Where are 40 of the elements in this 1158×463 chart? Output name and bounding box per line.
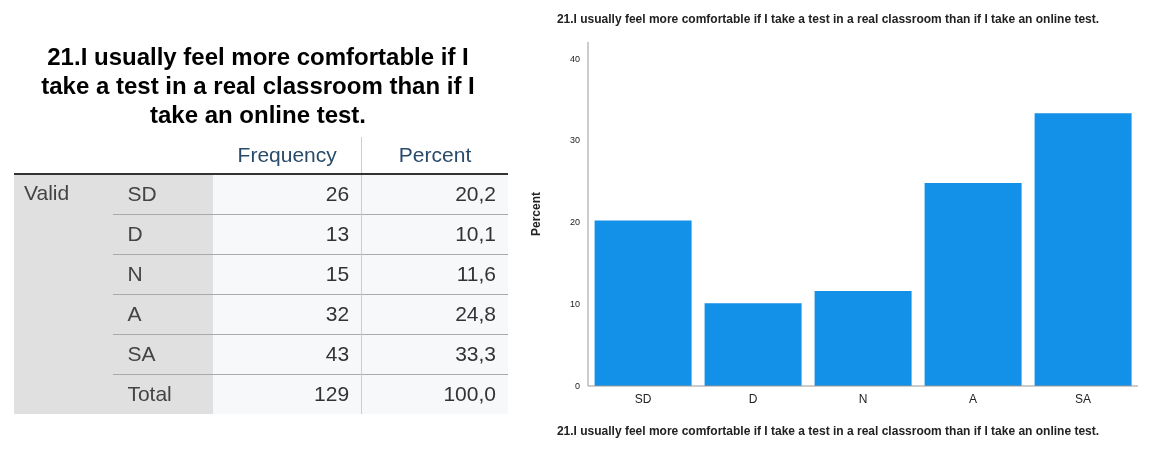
series-label: Frequency [236,142,338,168]
data-label: 13 [213,214,362,254]
data-label: 32 [213,294,362,334]
bar [594,220,692,386]
data-label: 129 [213,374,362,414]
category-label: SA [113,334,214,374]
x-axis-title: 21.I usually feel more comfortable if I take a test in a real classroom than if I take an online test. [555,424,1101,438]
category-label: D [113,214,214,254]
data-label: 24,8 [361,294,508,334]
x-tick-label: D [748,391,758,406]
data-label: 15 [213,254,362,294]
x-tick-label: N [858,391,868,406]
bar [814,290,912,386]
x-tick-label: SA [1074,391,1092,406]
category-label: Total [113,374,214,414]
bar [1034,113,1132,386]
x-tick-label: SD [634,391,652,406]
data-label: 100,0 [361,374,508,414]
category-label: A [113,294,214,334]
data-label: 20,2 [361,174,508,214]
y-tick-label: 20 [569,217,580,228]
y-axis-title: Percent [529,191,544,237]
bar [924,182,1022,386]
x-tick-label: A [968,391,978,406]
y-tick-label: 40 [569,53,580,64]
chart-title: 21.I usually feel more comfortable if I take a test in a real classroom than if I take an online test. [555,11,1101,28]
data-label: 10,1 [361,214,508,254]
y-tick-label: 30 [569,135,580,146]
text: 21.I usually feel more comfortable if I take a test in a real classroom than if I take an online test. [40,42,476,130]
series-label: Percent [361,137,508,174]
data-label: 33,3 [361,334,508,374]
y-tick-label: 0 [574,381,580,392]
text: Valid [14,174,114,414]
y-tick-label: 10 [569,299,580,310]
data-label: 11,6 [361,254,508,294]
category-label: N [113,254,214,294]
category-label: SD [113,174,214,214]
bar [704,303,802,386]
data-label: 26 [213,174,362,214]
data-label: 43 [213,334,362,374]
